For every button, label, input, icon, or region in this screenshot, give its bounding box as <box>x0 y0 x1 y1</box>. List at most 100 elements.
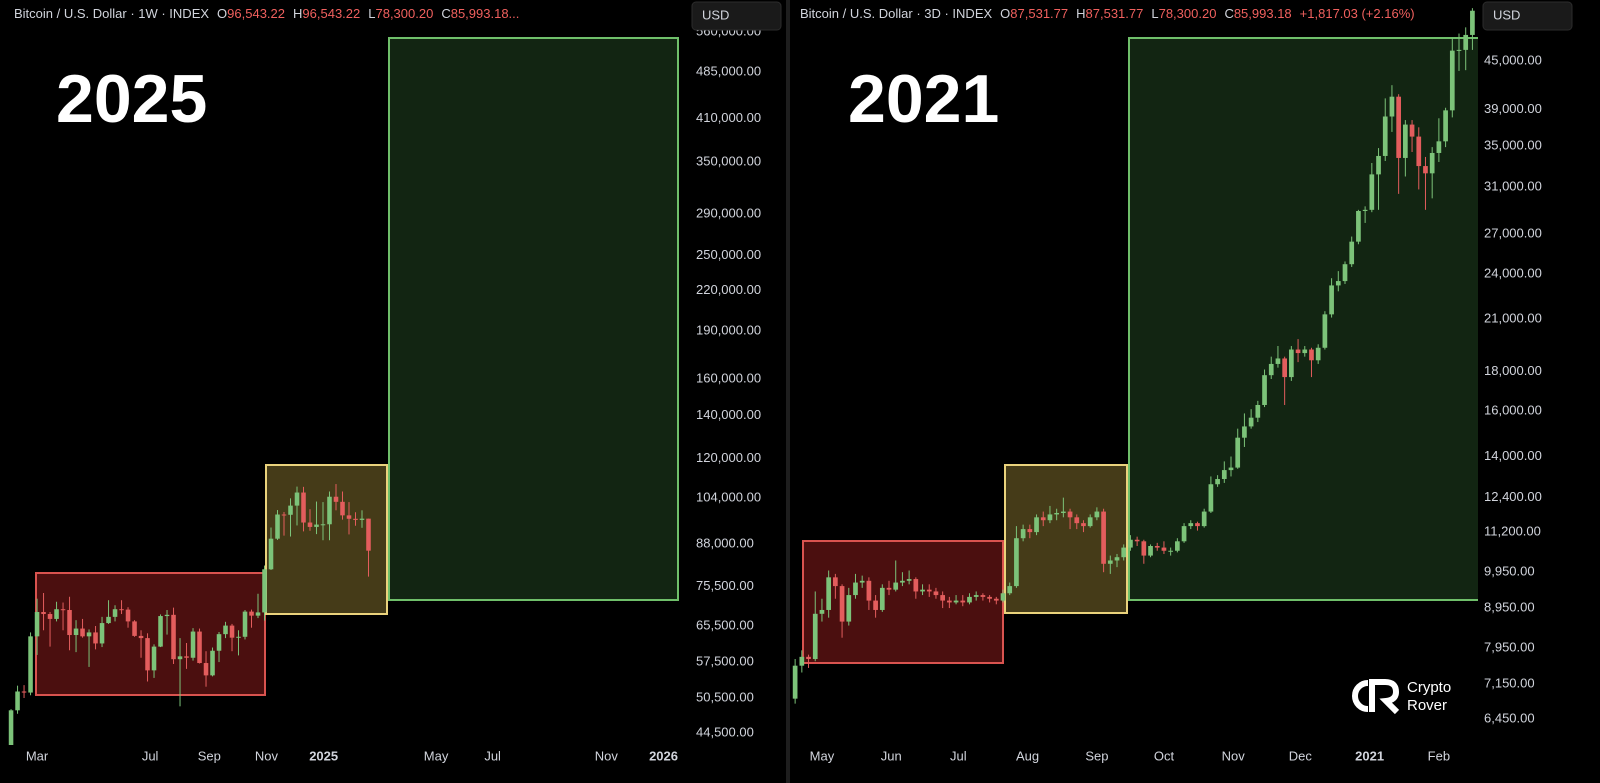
x-tick-label: Nov <box>1222 748 1246 763</box>
ohlc-value: 78,300.20 <box>375 6 433 21</box>
candle-body <box>184 656 189 658</box>
year-label: 2021 <box>848 61 999 137</box>
candle-body <box>1067 511 1073 518</box>
y-tick-label: 50,500.00 <box>696 689 754 704</box>
candle-body <box>333 496 339 502</box>
currency-button[interactable]: USD <box>1482 1 1573 31</box>
y-tick-label: 9,950.00 <box>1484 564 1535 579</box>
candle-body <box>307 522 313 527</box>
x-tick-label: Dec <box>1289 748 1313 763</box>
candle-body <box>1289 349 1294 378</box>
candle-body <box>1342 264 1348 282</box>
candle-body <box>792 665 798 699</box>
x-tick-label: Oct <box>1154 748 1175 763</box>
candle-body <box>1014 538 1019 587</box>
watermark-logo: Crypto Rover <box>1352 679 1451 715</box>
candle-body <box>1456 49 1462 51</box>
x-tick-label: Sep <box>198 748 221 763</box>
price-change: +1,817.03 (+2.16%) <box>1300 6 1415 21</box>
y-tick-label: 45,000.00 <box>1484 52 1542 67</box>
candle-body <box>893 582 899 590</box>
x-tick-label: 2021 <box>1355 748 1384 763</box>
candle-body <box>1268 363 1274 376</box>
currency-button[interactable]: USD <box>691 1 782 31</box>
range-box-green <box>388 37 679 601</box>
candle-body <box>1463 34 1469 50</box>
candle-body <box>913 579 919 592</box>
candle-body <box>1416 136 1422 167</box>
candle-body <box>1134 539 1140 542</box>
candle-body <box>28 636 33 693</box>
candle-body <box>236 636 241 638</box>
candle-body <box>853 582 858 596</box>
candle-body <box>223 625 228 635</box>
candle-body <box>34 612 40 637</box>
year-label: 2025 <box>56 61 207 137</box>
candle-body <box>1000 593 1006 601</box>
plot-area <box>8 37 679 745</box>
candle-body <box>799 656 805 666</box>
candle-body <box>301 492 306 523</box>
y-tick-label: 44,500.00 <box>696 724 754 739</box>
y-tick-label: 7,950.00 <box>1484 640 1535 655</box>
range-box-red <box>802 540 1004 664</box>
y-tick-label: 88,000.00 <box>696 536 754 551</box>
candle-body <box>281 514 287 516</box>
candle-body <box>879 587 885 610</box>
button-box[interactable] <box>1482 1 1573 31</box>
chart-title: Bitcoin / U.S. Dollar · 1W · INDEX <box>14 6 209 21</box>
candle-body <box>1228 467 1234 471</box>
x-tick-label: 2026 <box>649 748 678 763</box>
candle-body <box>1221 470 1227 480</box>
candle-body <box>67 610 72 636</box>
candle-body <box>210 650 215 676</box>
candle-body <box>119 609 124 611</box>
candle-body <box>1094 511 1100 518</box>
candle-body <box>967 596 972 603</box>
ohlc-value: 85,993.18... <box>451 6 520 21</box>
y-tick-label: 250,000.00 <box>696 247 761 262</box>
y-tick-label: 24,000.00 <box>1484 265 1542 280</box>
plot-area <box>792 8 1478 704</box>
y-tick-label: 21,000.00 <box>1484 311 1542 326</box>
candle-body <box>1007 586 1013 594</box>
candle-body <box>158 616 163 647</box>
candle-body <box>41 612 46 615</box>
candle-body <box>229 625 235 638</box>
candle-body <box>73 628 79 636</box>
button-label[interactable]: USD <box>702 7 729 22</box>
x-tick-label: Jun <box>881 748 902 763</box>
range-box-yellow <box>1004 464 1128 614</box>
candle-body <box>1201 511 1207 527</box>
logo-c <box>1352 680 1369 712</box>
candle-body <box>812 613 818 660</box>
candle-body <box>1282 358 1287 378</box>
button-box[interactable] <box>691 1 782 31</box>
candle-body <box>1040 517 1046 521</box>
candle-body <box>920 589 925 592</box>
y-tick-label: 7,150.00 <box>1484 676 1535 691</box>
candle-body <box>340 501 345 516</box>
candle-body <box>255 612 261 616</box>
candle-body <box>164 614 170 617</box>
ohlc-value: 85,993.18 <box>1234 6 1292 21</box>
candle-body <box>1242 426 1247 438</box>
candle-body <box>1396 96 1401 158</box>
ohlc-name: C <box>441 6 450 21</box>
ohlc-name: H <box>293 6 302 21</box>
candle-body <box>1114 557 1120 561</box>
candle-body <box>960 600 966 603</box>
candle-body <box>1423 166 1428 174</box>
candle-body <box>1101 511 1106 564</box>
ohlc-value: 87,531.77 <box>1086 6 1144 21</box>
y-tick-label: 75,500.00 <box>696 578 754 593</box>
candle-body <box>1054 512 1060 515</box>
x-tick-label: May <box>810 748 835 763</box>
candle-body <box>1107 560 1113 564</box>
candle-body <box>1382 116 1388 156</box>
y-tick-label: 14,000.00 <box>1484 448 1542 463</box>
button-label[interactable]: USD <box>1493 7 1520 22</box>
y-tick-label: 220,000.00 <box>696 282 761 297</box>
candle-body <box>1061 511 1066 513</box>
candle-body <box>973 595 979 597</box>
